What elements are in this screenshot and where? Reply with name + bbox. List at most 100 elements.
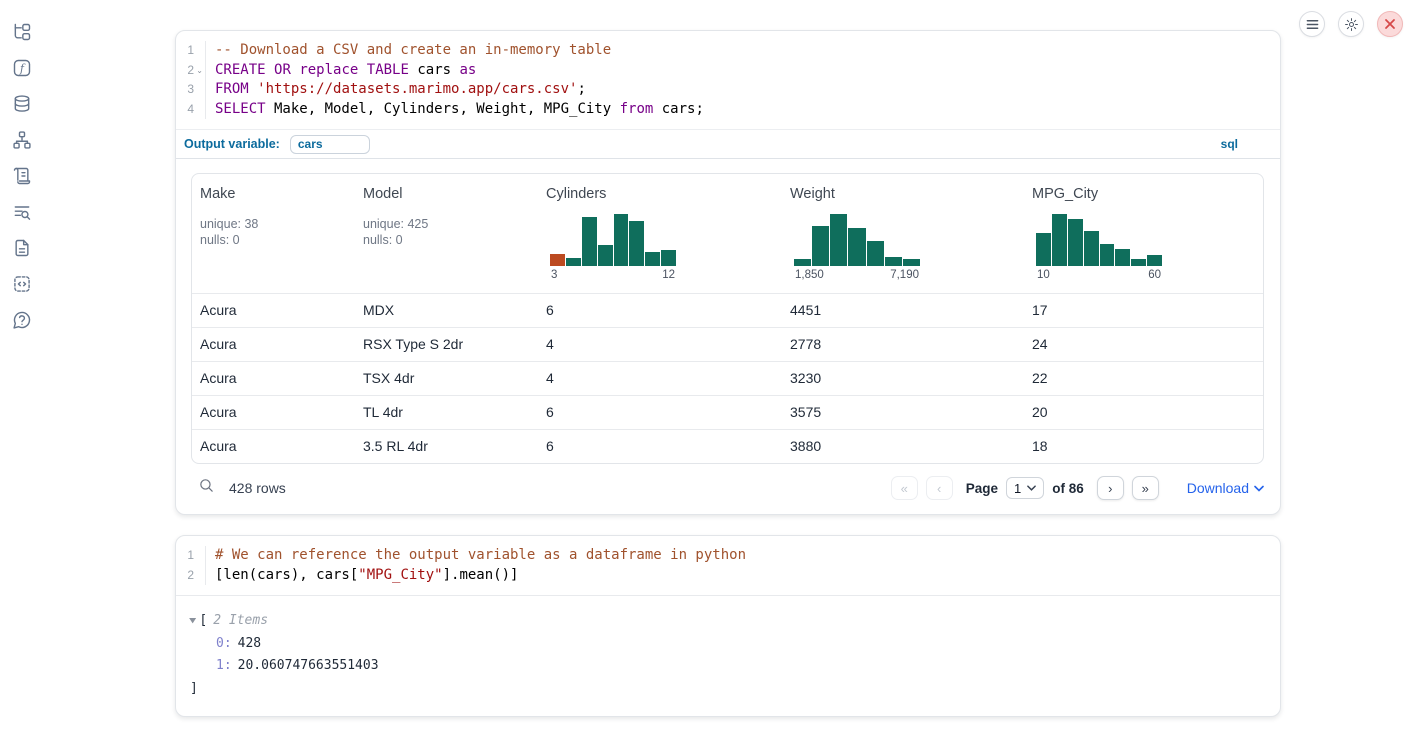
close-button[interactable]: [1377, 11, 1403, 37]
hist-bar: [866, 241, 884, 266]
sql-editor[interactable]: 1 -- Download a CSV and create an in-memo…: [176, 31, 1280, 129]
table-cell: 6: [546, 438, 554, 454]
hist-bar: [1115, 249, 1131, 266]
column-header-weight[interactable]: Weight 1,850 7,190: [790, 186, 920, 281]
hist-bar: [629, 220, 645, 266]
table-cell: 6: [546, 404, 554, 420]
line-number: 2: [176, 565, 206, 585]
output-tree-header: ▼ [ 2 Items: [189, 610, 1264, 633]
chevron-down-icon: [1254, 485, 1264, 492]
hist-bar: [1131, 258, 1147, 266]
code-line: 1 # We can reference the output variable …: [176, 546, 1268, 566]
code-snippet-icon[interactable]: [12, 274, 32, 294]
tree-key: 1:: [216, 658, 232, 673]
output-tree-entries: 0: 428 1: 20.060747663551403: [190, 633, 1264, 678]
help-bubble-icon[interactable]: [12, 310, 32, 330]
code-text: [len(cars), cars["MPG_City"].mean()]: [215, 566, 519, 583]
database-icon[interactable]: [12, 94, 32, 114]
code-line: 3 FROM 'https://datasets.marimo.app/cars.…: [176, 80, 1268, 100]
table-cell: 22: [1032, 370, 1048, 386]
menu-button[interactable]: [1299, 11, 1325, 37]
file-text-icon[interactable]: [12, 238, 32, 258]
output-variable-input[interactable]: [289, 134, 370, 154]
table-cell: 4451: [790, 302, 822, 318]
chevron-down-icon: [1027, 485, 1037, 491]
last-page-button[interactable]: »: [1131, 476, 1159, 500]
close-icon: [1385, 19, 1395, 29]
line-number: 4: [176, 99, 206, 119]
file-tree-icon[interactable]: [12, 22, 32, 42]
menu-icon: [1306, 19, 1318, 29]
first-page-button[interactable]: «: [890, 476, 918, 500]
hist-bar: [830, 214, 848, 266]
hist-bar: [613, 214, 629, 266]
line-number: 1: [176, 546, 206, 566]
table-cell: 24: [1032, 336, 1048, 352]
hist-bar: [565, 257, 581, 266]
tree-value: 428: [237, 635, 262, 651]
table-cell: TSX 4dr: [363, 370, 415, 386]
hist-bar: [812, 226, 830, 266]
hist-bar: [1036, 233, 1051, 266]
notebook: 1 -- Download a CSV and create an in-memo…: [175, 30, 1281, 717]
table-row[interactable]: Acura RSX Type S 2dr 4 2778 24: [192, 327, 1263, 361]
table-cell: Acura: [200, 302, 237, 318]
table-cell: Acura: [200, 370, 237, 386]
table-cell: Acura: [200, 404, 237, 420]
table-cell: MDX: [363, 302, 395, 318]
table-cell: 18: [1032, 438, 1048, 454]
hist-bar: [645, 252, 661, 266]
column-header-model[interactable]: Model unique: 425 nulls: 0: [355, 174, 538, 293]
page-select[interactable]: 1: [1005, 477, 1045, 499]
code-line: 2 ⌄ CREATE OR replace TABLE cars as: [176, 60, 1268, 80]
tree-entry: 0: 428: [190, 633, 1264, 656]
column-stats: unique: 425 nulls: 0: [363, 217, 429, 247]
table-row[interactable]: Acura TL 4dr 6 3575 20: [192, 395, 1263, 429]
column-header-mpg-city[interactable]: MPG_City 10 60: [1032, 186, 1162, 281]
tree-entry: 1: 20.060747663551403: [190, 655, 1264, 678]
hist-bar: [1099, 244, 1115, 266]
table-row[interactable]: Acura TSX 4dr 4 3230 22: [192, 361, 1263, 395]
python-output: ▼ [ 2 Items 0: 428 1: 20.060747663551403 ]: [176, 596, 1280, 716]
hist-bar: [1067, 219, 1083, 266]
table-body: Acura MDX 6 4451 17 Acura RSX Type S 2dr 4 2778 2…: [192, 293, 1263, 463]
table-header: Make unique: 38 nulls: 0 Model unique: 4…: [192, 174, 1263, 293]
table-cell: 6: [546, 302, 554, 318]
page-label: Page: [965, 480, 998, 496]
table-cell: 17: [1032, 302, 1048, 318]
next-page-button[interactable]: ›: [1096, 476, 1124, 500]
table-row[interactable]: Acura 3.5 RL 4dr 6 3880 18: [192, 429, 1263, 463]
download-button[interactable]: Download: [1187, 480, 1264, 496]
helper-sidebar: f: [0, 0, 44, 330]
pagination: « ‹ Page 1 of 86 › » Download: [890, 476, 1264, 500]
code-text: FROM 'https://datasets.marimo.app/cars.c…: [215, 81, 586, 97]
output-variable-label: Output variable:: [184, 137, 280, 151]
python-editor[interactable]: 1 # We can reference the output variable …: [176, 536, 1280, 596]
table-cell: 20: [1032, 404, 1048, 420]
code-line: 1 -- Download a CSV and create an in-memo…: [176, 41, 1268, 61]
code-text: # We can reference the output variable a…: [215, 547, 747, 563]
collapse-chevron-icon[interactable]: ▼: [189, 616, 197, 626]
scroll-text-icon[interactable]: [12, 166, 32, 186]
hist-bar: [902, 259, 920, 266]
list-search-icon[interactable]: [12, 202, 32, 222]
column-header-make[interactable]: Make unique: 38 nulls: 0: [192, 174, 355, 293]
table-cell: RSX Type S 2dr: [363, 336, 464, 352]
language-badge: sql: [1220, 137, 1238, 151]
line-number: 3: [176, 80, 206, 100]
output-variable-bar: Output variable: sql: [176, 129, 1280, 159]
table-cell: 3880: [790, 438, 822, 454]
hist-bar: [1051, 214, 1067, 266]
settings-button[interactable]: [1338, 11, 1364, 37]
column-header-cylinders[interactable]: Cylinders 3 12: [546, 186, 676, 281]
close-bracket: ]: [190, 680, 198, 696]
dependency-graph-icon[interactable]: [12, 130, 32, 150]
table-row[interactable]: Acura MDX 6 4451 17: [192, 293, 1263, 327]
function-square-icon[interactable]: f: [12, 58, 32, 78]
prev-page-button[interactable]: ‹: [925, 476, 953, 500]
hist-bar: [1147, 255, 1162, 266]
search-icon[interactable]: [198, 477, 215, 499]
cylinders-histogram: 3 12: [550, 214, 676, 281]
gear-icon: [1344, 17, 1358, 31]
fold-chevron-icon[interactable]: ⌄: [196, 65, 203, 75]
